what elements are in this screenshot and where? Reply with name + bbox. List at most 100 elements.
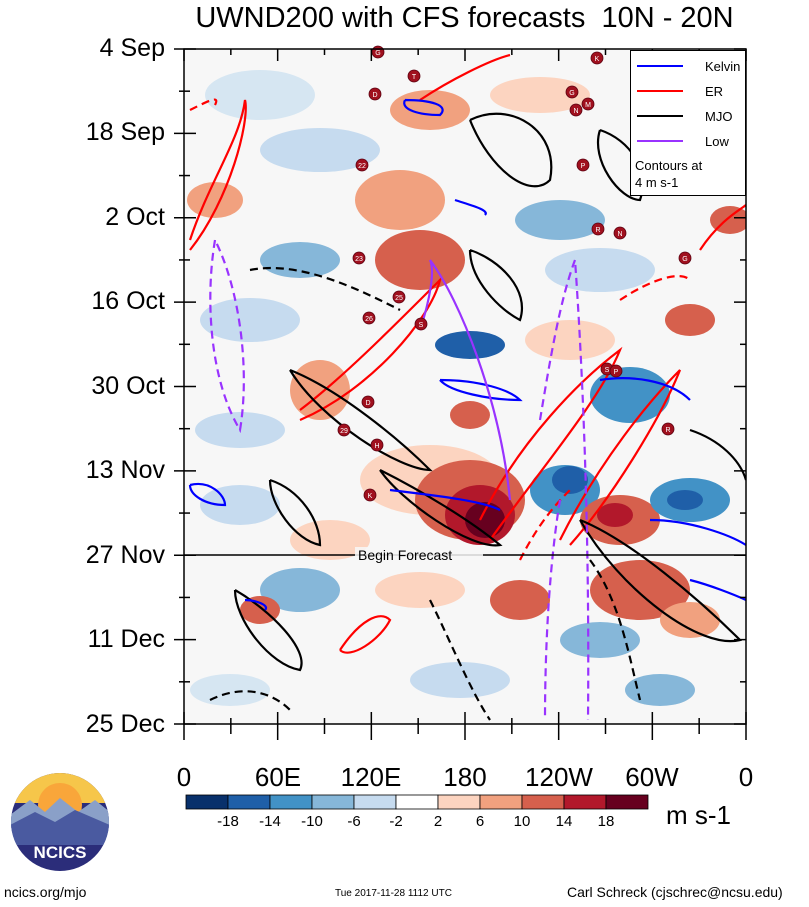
shade-blob [390,90,470,130]
x-tick-label: 60W [625,762,679,792]
storm-marker: R [591,222,605,236]
storm-marker-label: P [581,163,586,170]
logo-hills [11,810,109,845]
colorbar-tick-label: -2 [389,813,403,830]
storm-marker-label: 23 [355,256,363,263]
footer-site[interactable]: ncics.org/mjo [4,884,87,900]
colorbar-swatch [395,794,439,810]
shade-blob [552,466,588,494]
mjo-contour [468,248,523,322]
shade-blob [490,77,590,113]
contours [188,53,746,721]
legend-entry: Low [637,133,729,149]
kelvin-contour [689,578,746,602]
storm-marker-dot [591,222,605,236]
storm-marker-dot [363,488,377,502]
storm-marker-label: D [372,92,377,99]
shade-blob [665,304,715,336]
colorbar [185,794,649,810]
colorbar-tick-label: -10 [301,813,323,830]
colorbar-swatch [185,794,229,810]
y-tick-label: 25 Dec [85,710,165,738]
shade-blob [625,674,695,706]
footer-author: Carl Schreck (cjschrec@ncsu.edu) [567,884,783,900]
colorbar-swatch [353,794,397,810]
storm-marker-dot [392,290,406,304]
storm-marker-dot [576,158,590,172]
storm-marker: P [609,364,623,378]
y-tick-label: 27 Nov [85,541,165,569]
kelvin-contour [649,518,746,546]
storm-marker-dot [337,423,351,437]
shade-blob [490,580,550,620]
er-contour [339,615,392,654]
legend-entry: ER [637,83,723,99]
storm-marker-label: S [605,367,610,374]
footer-timestamp: Tue 2017-11-28 1112 UTC [335,888,452,899]
mjo-contour [429,599,491,721]
storm-marker-label: 29 [340,428,348,435]
er-contour [619,275,691,301]
shade-blob [590,560,690,620]
storm-marker: H [370,438,384,452]
y-tick-label: 4 Sep [99,34,165,62]
y-tick-label: 13 Nov [85,456,165,484]
shade-blob [450,401,490,429]
y-tick-label: 18 Sep [85,118,165,146]
shade-blob [200,485,280,525]
shade-blob [290,520,370,560]
storm-marker: 29 [337,423,351,437]
legend-label: Low [705,133,729,149]
storm-marker-dot [407,69,421,83]
kelvin-contour [599,377,691,401]
x-tick-label: 120E [340,762,402,792]
kelvin-contour [389,488,501,511]
kelvin-contour [188,482,227,507]
storm-marker: N [569,103,583,117]
colorbar-tick-label: -6 [347,813,361,830]
x-tick-label: 0 [738,762,754,792]
storm-marker-dot [661,422,675,436]
legend-swatch [637,115,683,117]
mjo-contour [589,559,642,701]
forecast-label-bg [355,547,483,563]
shade-blob [435,331,505,359]
storm-marker-label: P [614,369,619,376]
x-tick-label: 60E [254,762,302,792]
kelvin-contour [439,378,523,402]
kelvin-contour [244,598,268,611]
x-ticks [183,49,747,740]
storm-marker-label: 26 [365,316,373,323]
forecast-label: Begin Forecast [358,547,453,563]
ncics-logo: NCICS [11,773,109,871]
mjo-contour [268,478,322,547]
storm-marker-label: 25 [395,295,403,302]
storm-marker: R [661,422,675,436]
storm-marker-dot [352,251,366,265]
colorbar-swatch [605,794,649,810]
storm-marker: M [581,97,595,111]
mjo-contour [689,428,746,481]
storm-marker-dot [581,97,595,111]
mjo-contour [597,128,644,202]
colorbar-tick-label: -14 [259,813,281,830]
chart-title: UWND200 with CFS forecasts 10N - 20N [195,2,734,34]
storm-marker-dot [355,158,369,172]
legend-swatch [637,90,683,92]
shade-blob [525,320,615,360]
y-tick-label: 30 Oct [91,372,165,400]
storm-marker-dot [414,317,428,331]
storm-marker: D [361,395,375,409]
shade-blob [515,200,605,240]
kelvin-contour [403,98,444,117]
storm-marker-dot [609,364,623,378]
storm-marker: N [613,226,627,240]
colorbar-swatch [479,794,523,810]
storm-marker-label: K [595,56,600,63]
storm-marker-label: K [368,493,373,500]
colorbar-unit: m s-1 [666,800,731,830]
x-tick-label: 120W [525,762,593,792]
shade-blob [375,572,465,608]
mjo-contour [209,690,291,711]
storm-marker: 26 [362,311,376,325]
